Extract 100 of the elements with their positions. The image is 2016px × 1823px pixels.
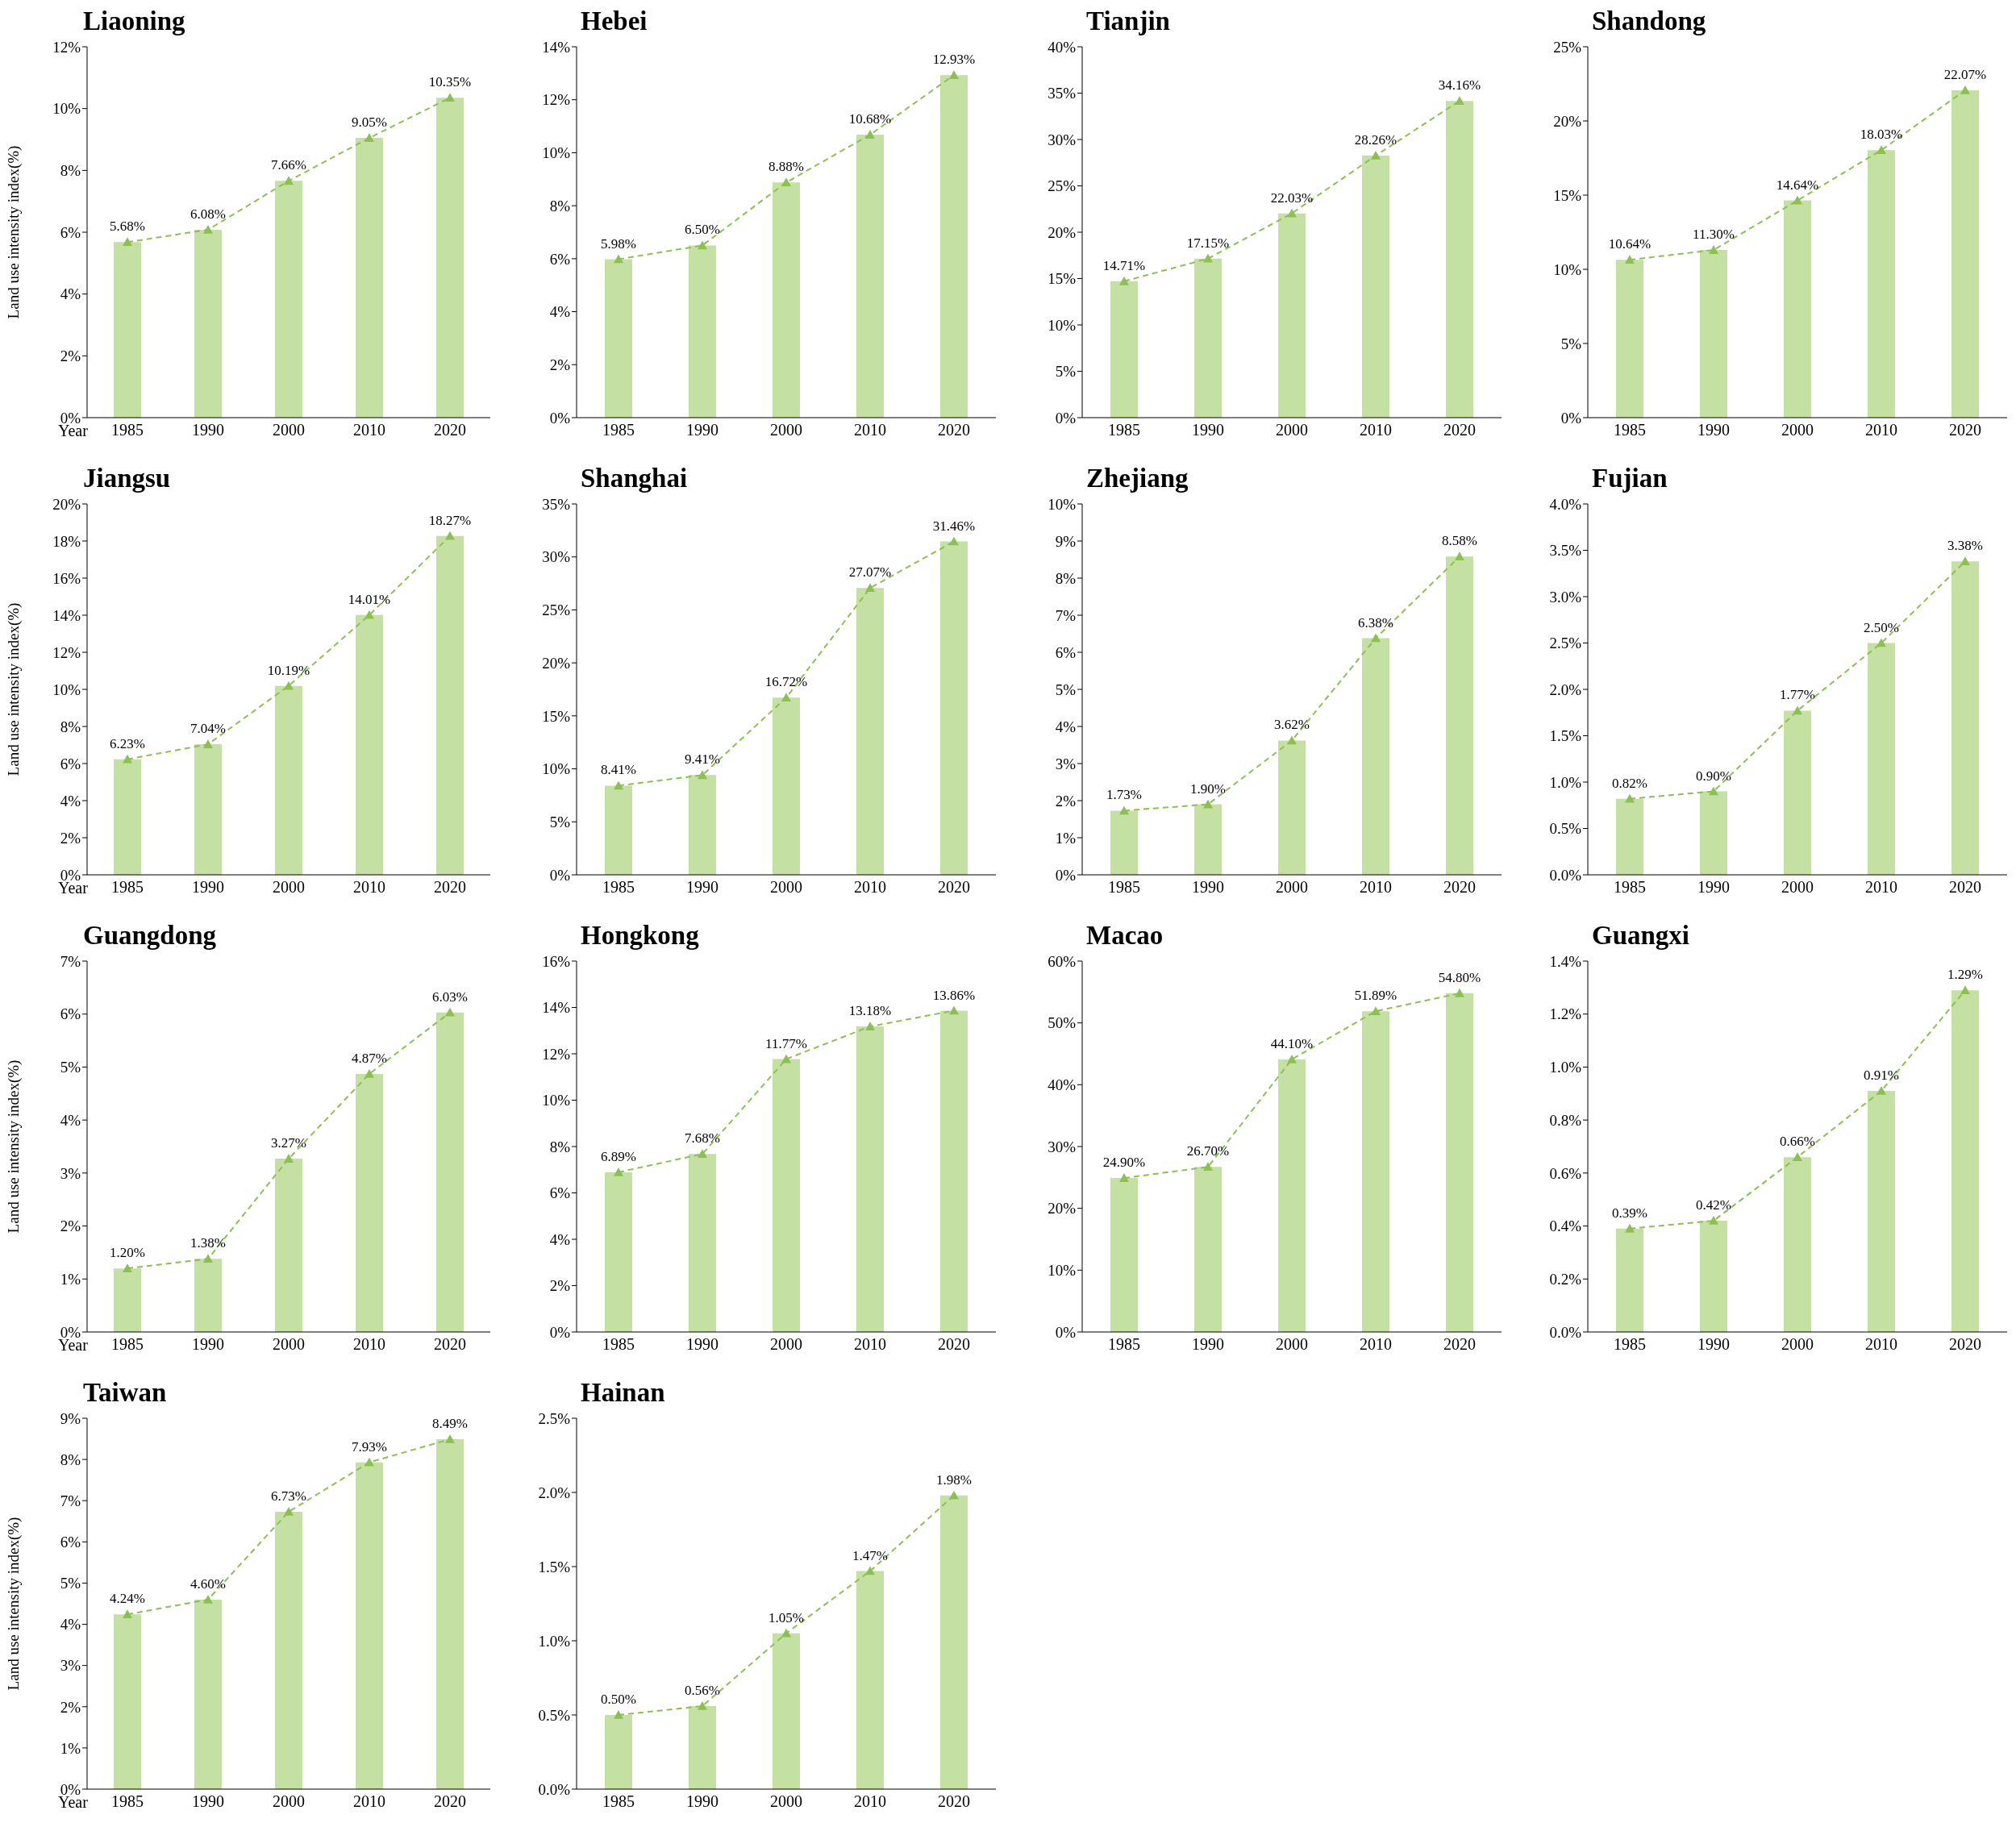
data-label: 22.07% [1943, 66, 1987, 82]
bar [114, 759, 141, 875]
data-label: 0.82% [1612, 775, 1647, 791]
y-tick-label: 8% [549, 1138, 571, 1155]
data-label: 0.91% [1864, 1068, 1899, 1083]
y-tick-label: 25% [1553, 38, 1582, 56]
x-tick-label: 2000 [1781, 421, 1814, 439]
x-tick-label: 1985 [111, 1792, 144, 1811]
bar [1616, 260, 1643, 418]
x-tick-label: 2010 [854, 1792, 886, 1811]
point [781, 1628, 791, 1638]
data-label: 1.47% [852, 1547, 888, 1563]
bar [1446, 993, 1473, 1332]
point [614, 780, 623, 790]
data-label: 44.10% [1270, 1035, 1314, 1051]
x-tick-label: 2020 [1443, 878, 1476, 897]
bar [856, 1026, 884, 1332]
y-tick-label: 35% [542, 495, 571, 513]
x-tick-label: 2020 [434, 1792, 466, 1811]
data-label: 4.24% [110, 1591, 145, 1607]
point [1119, 276, 1129, 285]
data-label: 6.23% [110, 735, 145, 751]
y-tick-label: 0.2% [1549, 1271, 1582, 1288]
point [1203, 1162, 1213, 1172]
x-tick-label: 1990 [686, 878, 719, 897]
chart-title: Hongkong [581, 921, 699, 951]
y-tick-label: 1.0% [1549, 1059, 1582, 1076]
chart-title: Jiangsu [83, 464, 171, 493]
point [698, 1700, 707, 1710]
bar [856, 135, 884, 418]
point [865, 583, 875, 593]
x-tick-label: 1985 [602, 1792, 635, 1811]
bar [1700, 250, 1727, 418]
y-tick-label: 6% [60, 1005, 81, 1023]
point [1203, 799, 1213, 809]
x-tick-label: 2020 [1949, 421, 1981, 439]
y-tick-label: 2% [1055, 792, 1077, 810]
y-tick-label: 8% [60, 718, 81, 735]
y-tick-label: 0.4% [1549, 1217, 1582, 1235]
point [203, 224, 213, 234]
y-tick-label: 0% [1560, 409, 1582, 427]
data-label: 34.16% [1438, 77, 1481, 94]
point [865, 1022, 875, 1030]
y-tick-label: 12% [542, 1045, 571, 1063]
x-tick-label: 2010 [854, 878, 886, 897]
y-tick-label: 20% [1048, 1200, 1077, 1217]
y-tick-label: 14% [542, 999, 571, 1017]
x-tick-label: 2010 [353, 1335, 385, 1354]
bar [194, 1259, 222, 1332]
y-tick-label: 2.0% [1549, 681, 1582, 698]
bar [1784, 710, 1811, 875]
y-tick-label: 15% [1553, 186, 1582, 204]
y-tick-label: 20% [52, 495, 81, 513]
point [614, 1167, 623, 1176]
bar [1110, 281, 1138, 418]
bar [275, 685, 302, 875]
y-tick-label: 6% [60, 1534, 81, 1551]
bar [114, 1268, 141, 1332]
y-tick-label: 16% [542, 952, 571, 970]
y-axis-title: Land use intensity index(%) [4, 145, 23, 319]
y-tick-label: 2% [60, 348, 81, 365]
y-tick-label: 10% [1048, 1262, 1077, 1280]
y-tick-label: 6% [549, 1184, 571, 1202]
x-tick-label: 2020 [434, 421, 466, 439]
y-tick-label: 25% [542, 601, 571, 619]
y-tick-label: 6% [60, 755, 81, 772]
bar [773, 1633, 800, 1789]
y-tick-label: 1.5% [1549, 727, 1582, 745]
x-tick-label: 1990 [1697, 421, 1730, 439]
x-tick-label: 2010 [1865, 421, 1897, 439]
y-tick-label: 0.5% [538, 1706, 571, 1724]
data-label: 1.38% [190, 1235, 226, 1251]
y-tick-label: 1.4% [1549, 952, 1582, 970]
point [1625, 1223, 1635, 1233]
x-tick-label: 1990 [192, 1335, 224, 1354]
x-tick-label: 2000 [1276, 878, 1308, 897]
point [284, 1507, 294, 1516]
data-label: 2.50% [1864, 619, 1899, 635]
data-label: 0.42% [1696, 1197, 1731, 1213]
x-tick-label: 1985 [1108, 878, 1140, 897]
x-tick-label: 1985 [111, 421, 144, 439]
point [1119, 805, 1129, 815]
y-tick-label: 5% [1055, 681, 1077, 698]
point [1455, 96, 1464, 105]
x-tick-label: 2000 [1781, 878, 1814, 897]
x-tick-label: 1990 [192, 878, 224, 897]
x-tick-label: 2010 [854, 1335, 886, 1354]
bar [1278, 740, 1306, 875]
data-label: 54.80% [1438, 969, 1481, 985]
bar [1616, 1228, 1643, 1332]
y-tick-label: 8% [1055, 569, 1077, 587]
bar [1868, 643, 1895, 875]
data-label: 17.15% [1186, 235, 1230, 251]
bar [436, 535, 464, 875]
y-tick-label: 2% [60, 1217, 81, 1235]
bar [1194, 804, 1222, 875]
x-tick-label: 1985 [1108, 1335, 1140, 1354]
data-label: 0.50% [601, 1692, 636, 1707]
y-tick-label: 10% [542, 144, 571, 162]
data-label: 12.93% [932, 52, 976, 68]
